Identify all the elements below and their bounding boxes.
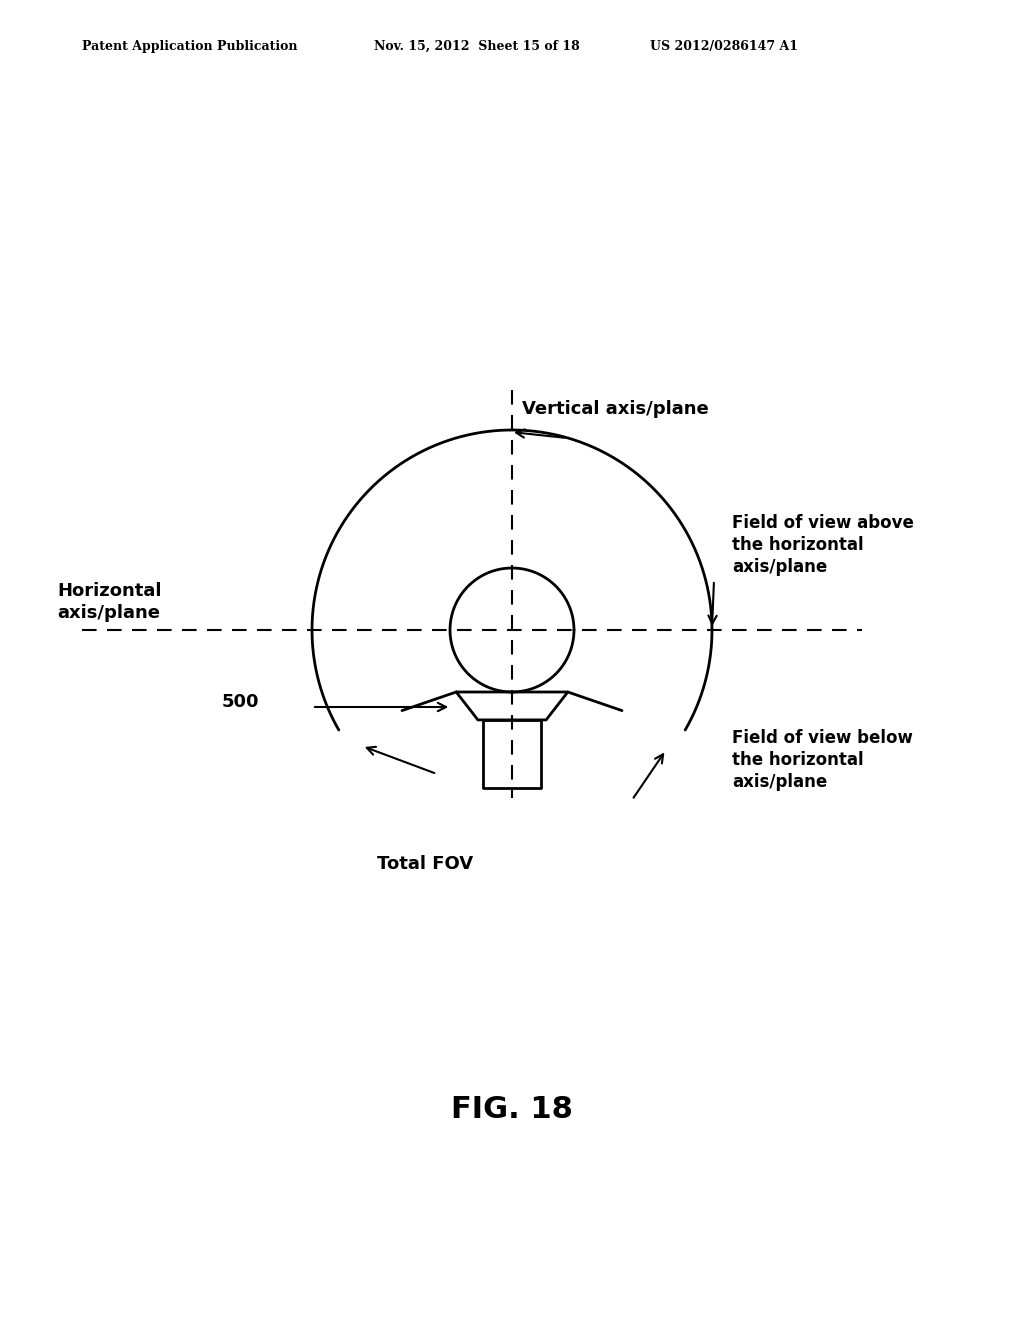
Text: Horizontal
axis/plane: Horizontal axis/plane bbox=[57, 582, 162, 622]
Text: Field of view above
the horizontal
axis/plane: Field of view above the horizontal axis/… bbox=[732, 513, 913, 577]
Text: US 2012/0286147 A1: US 2012/0286147 A1 bbox=[650, 40, 799, 53]
Text: Patent Application Publication: Patent Application Publication bbox=[82, 40, 297, 53]
Text: FIG. 18: FIG. 18 bbox=[451, 1096, 573, 1125]
Text: Vertical axis/plane: Vertical axis/plane bbox=[522, 400, 709, 418]
Text: 500: 500 bbox=[222, 693, 259, 711]
Text: Field of view below
the horizontal
axis/plane: Field of view below the horizontal axis/… bbox=[732, 729, 912, 791]
Text: Nov. 15, 2012  Sheet 15 of 18: Nov. 15, 2012 Sheet 15 of 18 bbox=[374, 40, 580, 53]
Text: Total FOV: Total FOV bbox=[377, 855, 473, 873]
